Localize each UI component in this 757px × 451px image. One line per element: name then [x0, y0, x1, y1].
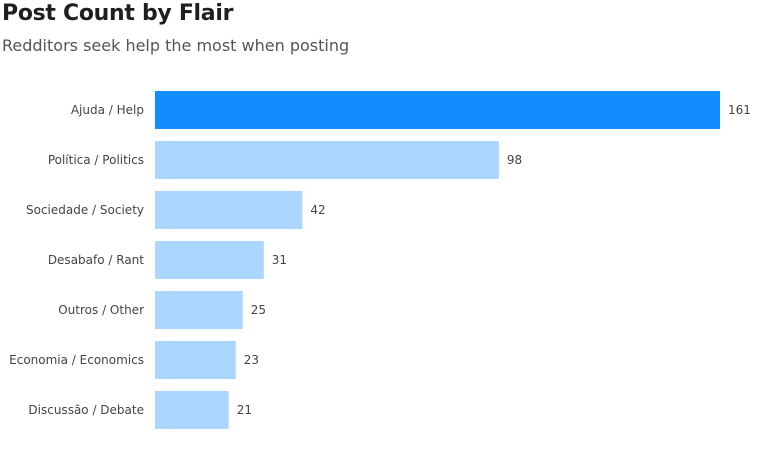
bar-sociedade[interactable]	[155, 191, 303, 229]
category-label-economia: Economia / Economics	[9, 353, 144, 367]
chart-subtitle: Redditors seek help the most when postin…	[2, 36, 350, 55]
value-label-sociedade: 42	[310, 203, 325, 217]
bars-layer	[155, 91, 720, 429]
chart-title: Post Count by Flair	[2, 1, 234, 26]
category-label-desabafo: Desabafo / Rant	[48, 253, 144, 267]
bar-ajuda[interactable]	[155, 91, 720, 129]
labels-layer: Ajuda / Help 161 Política / Politics 98 Soci…	[9, 103, 751, 417]
bar-desabafo[interactable]	[155, 241, 264, 279]
value-label-economia: 23	[244, 353, 259, 367]
value-label-politica: 98	[507, 153, 522, 167]
value-label-desabafo: 31	[272, 253, 287, 267]
bar-discussao[interactable]	[155, 391, 229, 429]
value-label-outros: 25	[251, 303, 266, 317]
category-label-sociedade: Sociedade / Society	[26, 203, 144, 217]
bar-economia[interactable]	[155, 341, 236, 379]
bar-outros[interactable]	[155, 291, 243, 329]
category-label-politica: Política / Politics	[48, 153, 144, 167]
bar-politica[interactable]	[155, 141, 499, 179]
category-label-outros: Outros / Other	[58, 303, 144, 317]
category-label-discussao: Discussão / Debate	[28, 403, 144, 417]
value-label-discussao: 21	[237, 403, 252, 417]
category-label-ajuda: Ajuda / Help	[71, 103, 144, 117]
value-label-ajuda: 161	[728, 103, 751, 117]
